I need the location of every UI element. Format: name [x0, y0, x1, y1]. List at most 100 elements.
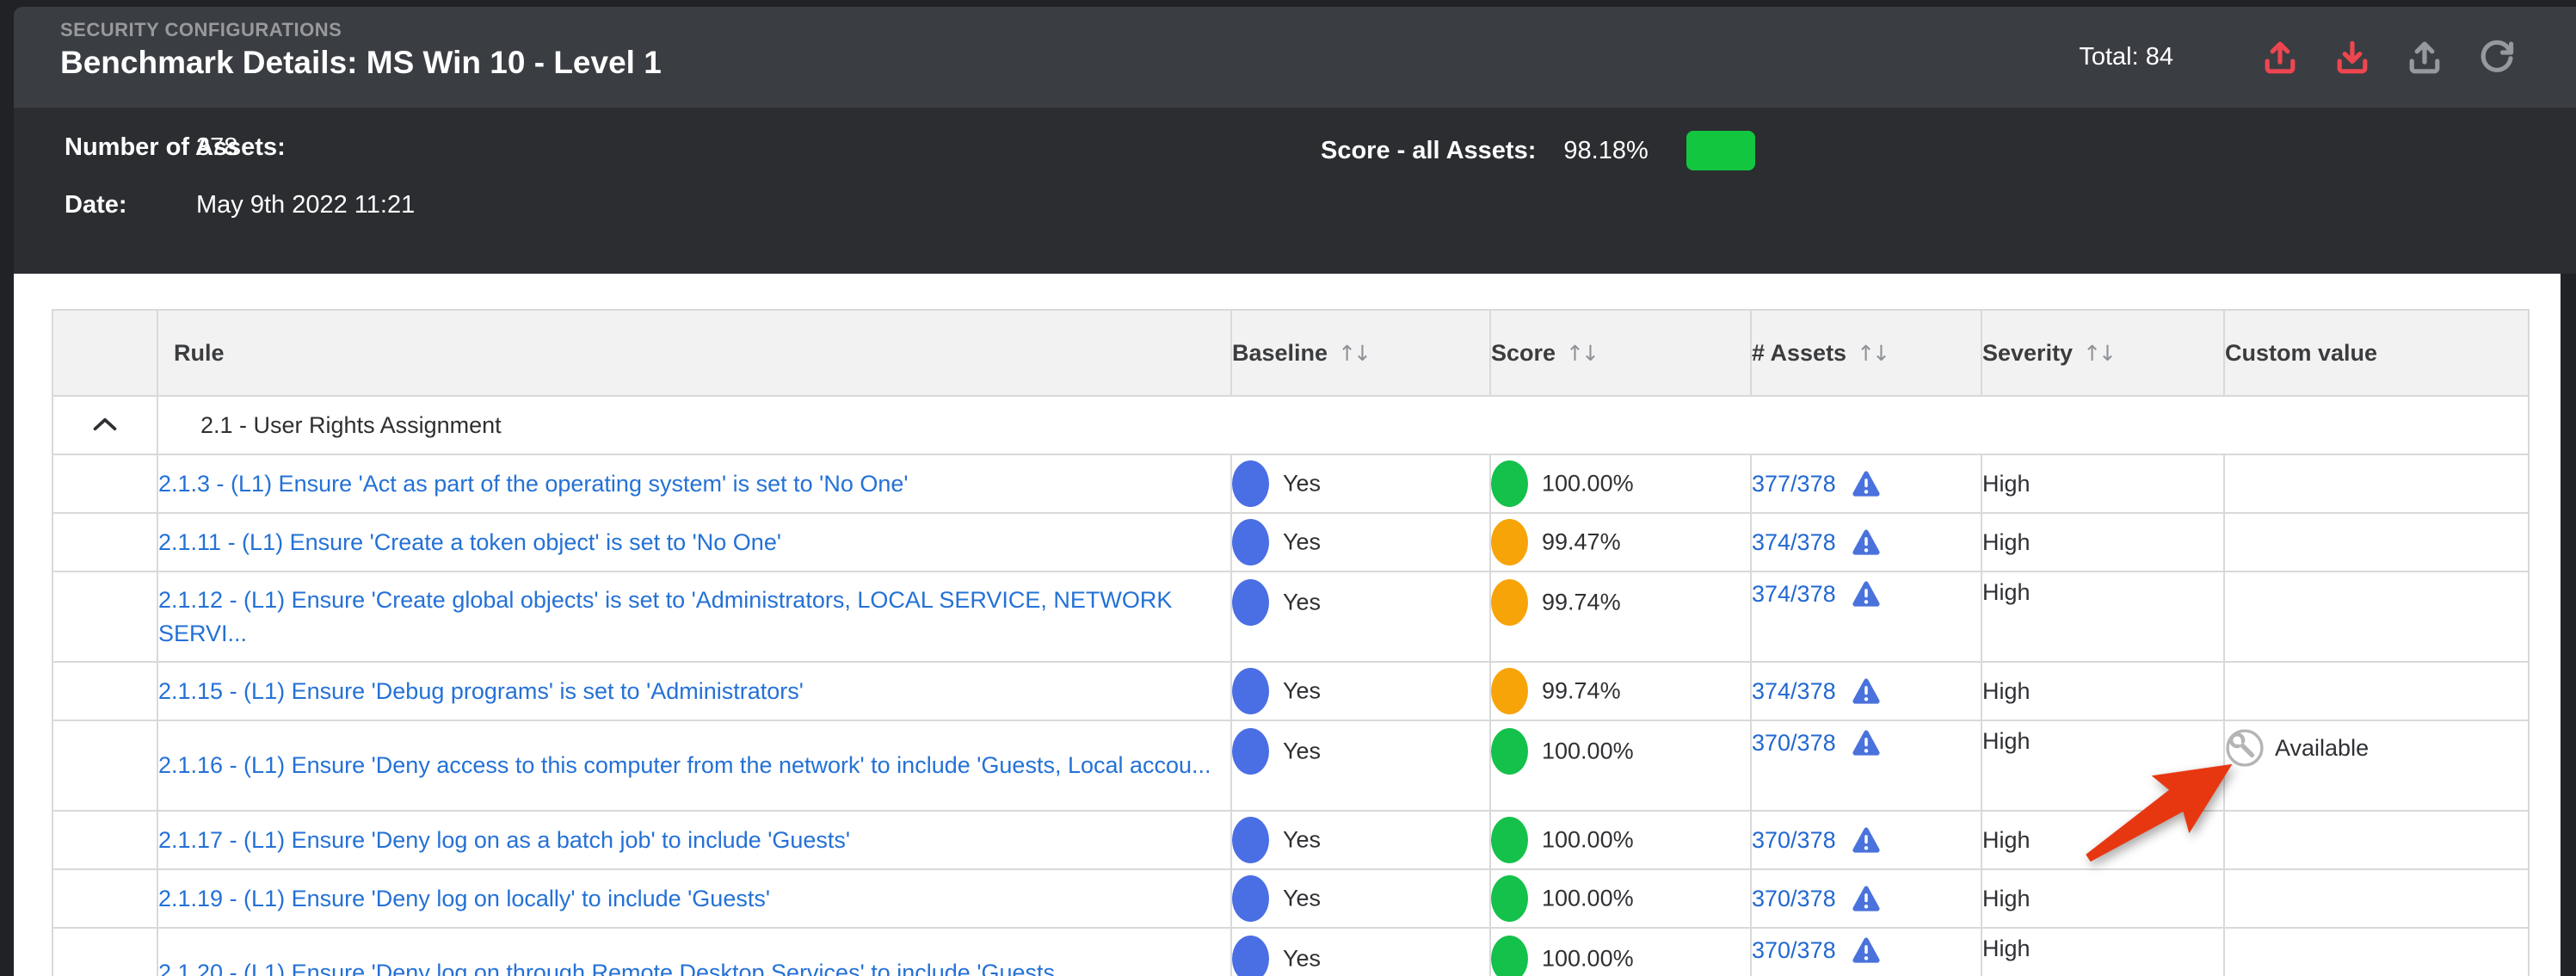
assets-link[interactable]: 374/378 [1752, 528, 1836, 555]
expand-column-header [52, 309, 158, 397]
baseline-indicator [1233, 875, 1269, 922]
header-actions: Total: 84 [2079, 7, 2517, 108]
baseline-value: Yes [1283, 885, 1322, 911]
rule-link[interactable]: 2.1.15 - (L1) Ensure 'Debug programs' is… [158, 677, 804, 704]
severity-value: High [1981, 810, 2225, 870]
benchmark-info: Number of Assets: 378 Date: May 9th 2022… [14, 108, 2576, 274]
table-row: 2.1.20 - (L1) Ensure 'Deny log on throug… [52, 927, 2530, 976]
column-header-baseline: Baseline ↑↓ [1230, 309, 1491, 397]
page-header: SECURITY CONFIGURATIONS Benchmark Detail… [14, 7, 2576, 108]
sort-icon[interactable]: ↑↓ [1566, 340, 1599, 366]
baseline-indicator [1233, 668, 1269, 714]
column-header-score: Score ↑↓ [1489, 309, 1752, 397]
rule-link[interactable]: 2.1.16 - (L1) Ensure 'Deny access to thi… [158, 752, 1211, 778]
baseline-indicator [1233, 579, 1269, 626]
score-status-badge [1685, 131, 1755, 170]
chevron-up-icon [93, 417, 117, 430]
baseline-value: Yes [1283, 826, 1322, 853]
rule-link[interactable]: 2.1.17 - (L1) Ensure 'Deny log on as a b… [158, 826, 851, 853]
baseline-indicator [1233, 460, 1269, 507]
assets-link[interactable]: 374/378 [1752, 581, 1836, 607]
assets-link[interactable]: 370/378 [1752, 885, 1836, 911]
wrench-icon [2226, 729, 2264, 767]
score-label: Score - all Assets: [1321, 136, 1537, 164]
rule-link[interactable]: 2.1.11 - (L1) Ensure 'Create a token obj… [158, 528, 781, 555]
assets-link[interactable]: 374/378 [1752, 677, 1836, 704]
custom-value-label: Available [2275, 734, 2370, 761]
sort-icon[interactable]: ↑↓ [1338, 340, 1371, 366]
score-value: 99.74% [1542, 589, 1621, 615]
table-row: 2.1.17 - (L1) Ensure 'Deny log on as a b… [52, 810, 2530, 870]
baseline-indicator [1233, 519, 1269, 565]
date-value: May 9th 2022 11:21 [196, 191, 416, 219]
collapse-group-button[interactable] [52, 395, 158, 455]
rule-link[interactable]: 2.1.19 - (L1) Ensure 'Deny log on locall… [158, 885, 770, 911]
baseline-value: Yes [1283, 945, 1322, 972]
assets-link[interactable]: 370/378 [1752, 730, 1836, 756]
assets-link[interactable]: 370/378 [1752, 937, 1836, 963]
score-value: 98.18% [1563, 136, 1649, 164]
page-title: Benchmark Details: MS Win 10 - Level 1 [60, 45, 662, 80]
baseline-indicator [1233, 817, 1269, 863]
score-value: 100.00% [1542, 738, 1634, 764]
score-value: 99.47% [1542, 528, 1621, 555]
assets-label: Number of Assets: [65, 133, 286, 161]
assets-link[interactable]: 370/378 [1752, 826, 1836, 853]
warning-icon [1852, 885, 1880, 911]
score-indicator [1492, 936, 1528, 976]
column-header-rule: Rule [157, 309, 1232, 397]
score-value: 99.74% [1542, 677, 1621, 704]
warning-icon [1852, 937, 1880, 963]
baseline-value: Yes [1283, 738, 1322, 764]
column-header-severity: Severity ↑↓ [1981, 309, 2225, 397]
sort-icon[interactable]: ↑↓ [1857, 340, 1890, 366]
export-icon[interactable] [2259, 37, 2301, 78]
download-icon[interactable] [2332, 37, 2373, 78]
warning-icon [1852, 730, 1880, 756]
score-indicator [1492, 728, 1528, 775]
severity-value: High [1981, 512, 2225, 572]
group-row: 2.1 - User Rights Assignment [52, 395, 2530, 455]
baseline-value: Yes [1283, 470, 1322, 497]
warning-icon [1852, 581, 1880, 607]
rules-table: Rule Baseline ↑↓ Score ↑↓ # Assets ↑↓ Sever… [52, 309, 2530, 976]
score-value: 100.00% [1542, 945, 1634, 972]
score-value: 100.00% [1542, 470, 1634, 497]
score-value: 100.00% [1542, 826, 1634, 853]
assets-link[interactable]: 377/378 [1752, 470, 1836, 497]
assets-value: 378 [196, 133, 238, 161]
table-header-row: Rule Baseline ↑↓ Score ↑↓ # Assets ↑↓ Sever… [52, 309, 2530, 397]
group-label: 2.1 - User Rights Assignment [157, 395, 2530, 455]
custom-value[interactable]: Available [2226, 728, 2370, 768]
date-label: Date: [65, 191, 127, 219]
column-header-custom-value: Custom value [2223, 309, 2530, 397]
score-indicator [1492, 875, 1528, 922]
total-count: Total: 84 [2079, 43, 2173, 71]
sort-icon[interactable]: ↑↓ [2083, 340, 2117, 366]
baseline-value: Yes [1283, 589, 1322, 615]
severity-value: High [1981, 868, 2225, 929]
warning-icon [1852, 528, 1880, 555]
table-row: 2.1.12 - (L1) Ensure 'Create global obje… [52, 571, 2530, 663]
baseline-indicator [1233, 728, 1269, 775]
severity-value: High [1981, 454, 2225, 514]
rules-panel: Rule Baseline ↑↓ Score ↑↓ # Assets ↑↓ Sever… [14, 274, 2561, 976]
severity-value: High [1981, 720, 2225, 812]
breadcrumb: SECURITY CONFIGURATIONS [60, 19, 342, 40]
rule-link[interactable]: 2.1.20 - (L1) Ensure 'Deny log on throug… [158, 960, 1062, 976]
severity-value: High [1981, 571, 2225, 663]
score-indicator [1492, 519, 1528, 565]
upload-icon[interactable] [2404, 37, 2445, 78]
score-indicator [1492, 579, 1528, 626]
refresh-icon[interactable] [2476, 37, 2517, 78]
rule-link[interactable]: 2.1.3 - (L1) Ensure 'Act as part of the … [158, 470, 909, 497]
baseline-value: Yes [1283, 528, 1322, 555]
warning-icon [1852, 470, 1880, 497]
score-indicator [1492, 668, 1528, 714]
rule-link[interactable]: 2.1.12 - (L1) Ensure 'Create global obje… [158, 586, 1173, 646]
severity-value: High [1981, 927, 2225, 976]
table-row: 2.1.15 - (L1) Ensure 'Debug programs' is… [52, 661, 2530, 721]
score-indicator [1492, 817, 1528, 863]
severity-value: High [1981, 661, 2225, 721]
table-row: 2.1.16 - (L1) Ensure 'Deny access to thi… [52, 720, 2530, 812]
